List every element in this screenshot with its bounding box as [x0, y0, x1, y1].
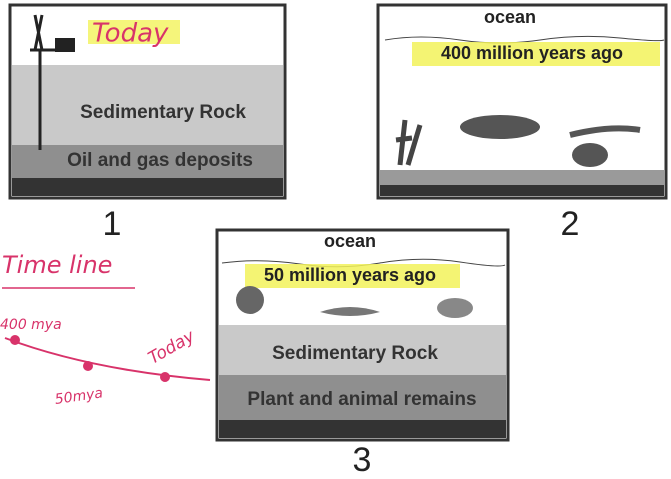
- timeline-point: 50mya: [54, 385, 104, 408]
- layer-label: Oil and gas deposits: [67, 150, 253, 171]
- panel-3: ocean 50 million years ago Sedimentary R…: [217, 230, 508, 479]
- layer-label: Sedimentary Rock: [272, 343, 438, 364]
- handwritten-label: Today: [92, 19, 169, 49]
- panel-number: 2: [561, 205, 580, 243]
- panel-2: ocean 400 million years ago 2: [378, 5, 666, 243]
- age-label: 50 million years ago: [264, 265, 436, 285]
- timeline-point: 400 mya: [0, 317, 62, 333]
- age-label: 400 million years ago: [441, 43, 623, 63]
- layer-label: Sedimentary Rock: [80, 102, 246, 123]
- timeline-point: Today: [145, 326, 199, 369]
- panel-1: Today Sedimentary Rock Oil and gas depos…: [10, 5, 285, 243]
- panel-number: 3: [353, 441, 372, 479]
- water-label: ocean: [484, 7, 536, 27]
- timeline: Time line 400 mya 50mya Today: [0, 251, 210, 408]
- worksheet: Today Sedimentary Rock Oil and gas depos…: [0, 0, 671, 479]
- layer-label: Plant and animal remains: [247, 389, 476, 410]
- timeline-title: Time line: [2, 251, 112, 279]
- water-label: ocean: [324, 231, 376, 251]
- panel-number: 1: [103, 205, 122, 243]
